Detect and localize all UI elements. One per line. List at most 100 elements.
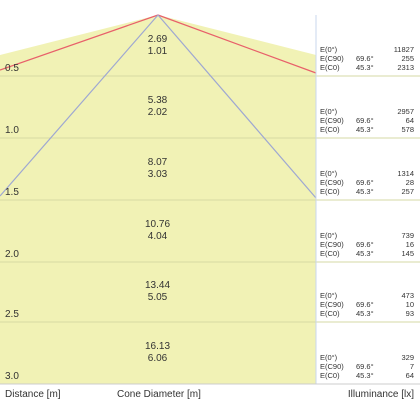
illuminance-block: E(0°) 1314 E(C90) 69.6° 28 E(C0) 45.3° 257 [320,169,416,196]
illuminance-value: 578 [401,125,414,134]
illuminance-label: E(0°) [320,353,338,362]
distance-row: 3.0 16.13 6.06 E(0°) 329 E(C90) 69.6° 7 E(C… [0,322,420,384]
illuminance-block: E(0°) 11827 E(C90) 69.6° 255 E(C0) 45.3° 2313 [320,45,416,72]
illuminance-row: E(C0) 45.3° 2313 [320,63,416,72]
blue-beam-left [0,14,159,197]
illuminance-value: 255 [401,54,414,63]
cone-diameter-c90: 8.07 [147,157,168,169]
illuminance-row: E(0°) 1314 [320,169,416,178]
illuminance-label: E(0°) [320,231,338,240]
illuminance-row: E(0°) 473 [320,291,416,300]
cone-diameter-c0: 3.03 [147,169,168,181]
illuminance-label: E(0°) [320,169,338,178]
illuminance-label: E(0°) [320,291,338,300]
illuminance-angle: 69.6° [356,300,374,309]
illuminance-label: E(0°) [320,45,338,54]
cone-diameter-label: Cone Diameter [m] [117,389,201,400]
illuminance-value: 28 [405,178,414,187]
illuminance-value: 10 [405,300,414,309]
illuminance-label: E(C0) [320,249,340,258]
distance-value: 1.0 [5,125,19,136]
distance-axis-label: Distance [m] [5,389,61,400]
illuminance-label: E(C0) [320,125,340,134]
illuminance-value: 93 [405,309,414,318]
illuminance-label: E(C0) [320,187,340,196]
illuminance-angle: 45.3° [356,63,374,72]
illuminance-row: E(C0) 45.3° 64 [320,371,416,380]
red-beam-right [157,14,317,74]
illuminance-value: 329 [401,353,414,362]
illuminance-angle: 45.3° [356,187,374,196]
illuminance-label: E(C90) [320,362,344,371]
distance-row: 2.0 10.76 4.04 E(0°) 739 E(C90) 69.6° 16 E(… [0,200,420,262]
illuminance-value: 257 [401,187,414,196]
illuminance-row: E(C0) 45.3° 145 [320,249,416,258]
illuminance-row: E(C90) 69.6° 28 [320,178,416,187]
illuminance-label: E(C90) [320,116,344,125]
distance-value: 2.0 [5,249,19,260]
blue-beam-right [157,14,317,199]
illuminance-angle: 45.3° [356,125,374,134]
red-beam-left [0,14,159,71]
illuminance-block: E(0°) 739 E(C90) 69.6° 16 E(C0) 45.3° 145 [320,231,416,258]
illuminance-label: E(C0) [320,63,340,72]
illuminance-row: E(C0) 45.3° 578 [320,125,416,134]
illuminance-row: E(C0) 45.3° 93 [320,309,416,318]
illuminance-value: 2957 [397,107,414,116]
illuminance-row: E(C0) 45.3° 257 [320,187,416,196]
cone-diameter-c0: 4.04 [147,231,168,243]
illuminance-row: E(C90) 69.6° 16 [320,240,416,249]
distance-row: 1.5 8.07 3.03 E(0°) 1314 E(C90) 69.6° 28 E(… [0,138,420,200]
illuminance-value: 7 [409,362,414,371]
illuminance-block: E(0°) 473 E(C90) 69.6° 10 E(C0) 45.3° 93 [320,291,416,318]
illuminance-value: 16 [405,240,414,249]
distance-value: 2.5 [5,309,19,320]
cone-diameter-c0: 2.02 [147,107,168,119]
illuminance-row: E(0°) 2957 [320,107,416,116]
illuminance-row: E(0°) 739 [320,231,416,240]
cone-diameter-c90: 13.44 [144,280,171,291]
distance-value: 1.5 [5,187,19,198]
illuminance-row: E(C90) 69.6° 7 [320,362,416,371]
cone-diameter-c0: 5.05 [147,292,168,303]
illuminance-value: 739 [401,231,414,240]
illuminance-block: E(0°) 329 E(C90) 69.6° 7 E(C0) 45.3° 64 [320,353,416,380]
cone-diameter-c90: 10.76 [144,219,171,231]
distance-row: 0.5 2.69 1.01 E(0°) 11827 E(C90) 69.6° 255 … [0,15,420,76]
illuminance-row: E(0°) 329 [320,353,416,362]
illuminance-row: E(C90) 69.6° 64 [320,116,416,125]
illuminance-angle: 45.3° [356,309,374,318]
illuminance-angle: 69.6° [356,178,374,187]
illuminance-label: E(C0) [320,309,340,318]
illuminance-label: Illuminance [lx] [347,389,414,400]
illuminance-label: E(0°) [320,107,338,116]
illuminance-row: E(0°) 11827 [320,45,416,54]
illuminance-label: E(C90) [320,300,344,309]
illuminance-angle: 69.6° [356,54,374,63]
cone-diameter-c0: 1.01 [147,45,168,57]
cone-diameter-c90: 16.13 [144,341,171,353]
illuminance-row: E(C90) 69.6° 10 [320,300,416,309]
illuminance-value: 11827 [393,45,414,54]
illuminance-angle: 69.6° [356,362,374,371]
illuminance-value: 64 [405,116,414,125]
distance-row: 2.5 13.44 5.05 E(0°) 473 E(C90) 69.6° 10 E(… [0,262,420,322]
illuminance-angle: 69.6° [356,116,374,125]
illuminance-value: 64 [405,371,414,380]
illuminance-angle: 45.3° [356,371,374,380]
illuminance-angle: 45.3° [356,249,374,258]
cone-diameter-c0: 6.06 [147,353,168,365]
illuminance-value: 473 [401,291,414,300]
distance-value: 0.5 [5,63,19,74]
illuminance-block: E(0°) 2957 E(C90) 69.6° 64 E(C0) 45.3° 578 [320,107,416,134]
illuminance-label: E(C0) [320,371,340,380]
illuminance-angle: 69.6° [356,240,374,249]
illuminance-value: 1314 [397,169,414,178]
distance-row: 1.0 5.38 2.02 E(0°) 2957 E(C90) 69.6° 64 E(… [0,76,420,138]
cone-diameter-c90: 2.69 [147,33,168,45]
illuminance-label: E(C90) [320,178,344,187]
distance-value: 3.0 [5,371,19,382]
illuminance-label: E(C90) [320,54,344,63]
